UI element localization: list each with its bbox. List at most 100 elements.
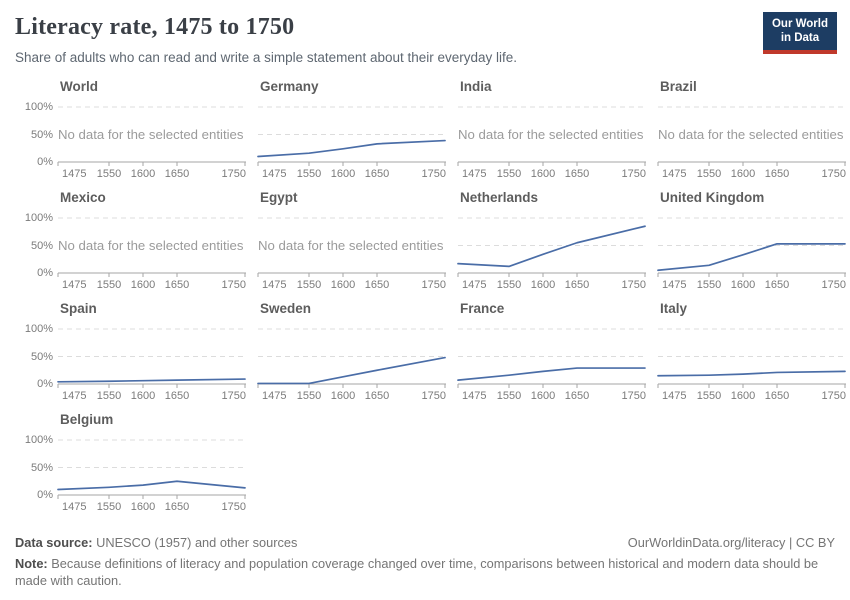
panel-title: Belgium bbox=[60, 412, 114, 427]
no-data-message: No data for the selected entities bbox=[58, 127, 244, 142]
x-axis-tick-label: 1550 bbox=[497, 168, 521, 180]
chart-panel-brazil: Brazil 1475 1550 1600 1650 1750 No data for th… bbox=[657, 79, 847, 189]
x-axis-tick-label: 1650 bbox=[365, 168, 389, 180]
panel-title: Netherlands bbox=[460, 190, 539, 205]
panel-title: Egypt bbox=[260, 190, 298, 205]
y-axis-label: 100% bbox=[24, 212, 53, 224]
chart-panel-india: India 1475 1550 1600 1650 1750 No data for the… bbox=[457, 79, 647, 189]
panel-title: Sweden bbox=[260, 301, 312, 316]
y-axis-label: 0% bbox=[37, 267, 53, 279]
y-axis-label: 50% bbox=[30, 461, 53, 474]
panel-plot: 1475 1550 1600 1650 1750 No data for the sele… bbox=[257, 217, 446, 291]
panel-title: India bbox=[460, 79, 492, 94]
x-axis-tick-label: 1600 bbox=[731, 168, 755, 180]
x-axis-tick-label: 1475 bbox=[662, 279, 686, 291]
x-axis-tick-label: 1600 bbox=[331, 390, 355, 402]
chart-subtitle: Share of adults who can read and write a… bbox=[15, 50, 518, 65]
note-text: Because definitions of literacy and popu… bbox=[15, 556, 819, 588]
x-axis-tick-label: 1475 bbox=[262, 390, 286, 402]
small-multiples-grid: World 100% 50% 0% 1475 1550 1600 1650 1750 No dat… bbox=[25, 79, 850, 522]
chart-panel-belgium: Belgium 100% 50% 0% 1475 1550 1600 1650 1750 bbox=[25, 412, 247, 522]
panel-title: Spain bbox=[60, 301, 97, 316]
chart-panel-italy: Italy 1475 1550 1600 1650 1750 bbox=[657, 301, 847, 411]
x-axis-tick-label: 1550 bbox=[97, 390, 121, 402]
x-axis-tick-label: 1600 bbox=[131, 501, 155, 513]
x-axis-tick-label: 1600 bbox=[731, 279, 755, 291]
x-axis-tick-label: 1600 bbox=[531, 168, 555, 180]
panel-title: World bbox=[60, 79, 98, 94]
x-axis-tick-label: 1750 bbox=[422, 390, 446, 402]
data-source-text: UNESCO (1957) and other sources bbox=[96, 535, 298, 550]
x-axis-tick-label: 1475 bbox=[62, 390, 86, 402]
no-data-message: No data for the selected entities bbox=[258, 238, 444, 253]
x-axis-tick-label: 1750 bbox=[222, 279, 246, 291]
x-axis-tick-label: 1750 bbox=[622, 279, 646, 291]
owid-logo-line1: Our World bbox=[771, 18, 828, 30]
chart-panel-world: World 100% 50% 0% 1475 1550 1600 1650 1750 No dat… bbox=[25, 79, 247, 189]
no-data-message: No data for the selected entities bbox=[58, 238, 244, 253]
panel-title: France bbox=[460, 301, 505, 316]
panel-plot: 1475 1550 1600 1650 1750 bbox=[657, 328, 846, 402]
y-axis-label: 50% bbox=[30, 239, 53, 252]
owid-logo[interactable]: Our World in Data bbox=[762, 12, 837, 54]
data-line-italy bbox=[657, 370, 846, 377]
x-axis-tick-label: 1650 bbox=[765, 279, 789, 291]
x-axis-tick-label: 1750 bbox=[622, 390, 646, 402]
y-axis-label: 0% bbox=[37, 378, 53, 390]
x-axis-tick-label: 1550 bbox=[97, 501, 121, 513]
panel-plot: 1475 1550 1600 1650 1750 No data for the sele… bbox=[657, 106, 846, 180]
chart-panel-egypt: Egypt 1475 1550 1600 1650 1750 No data for the… bbox=[257, 190, 447, 300]
no-data-message: No data for the selected entities bbox=[658, 127, 844, 142]
panel-plot: 1475 1550 1600 1650 1750 bbox=[257, 106, 446, 180]
x-axis-tick-label: 1650 bbox=[765, 390, 789, 402]
x-axis-tick-label: 1650 bbox=[365, 279, 389, 291]
data-line-belgium bbox=[57, 480, 246, 491]
x-axis-tick-label: 1650 bbox=[165, 501, 189, 513]
panel-plot: 1475 1550 1600 1650 1750 bbox=[457, 328, 646, 402]
x-axis-tick-label: 1475 bbox=[462, 279, 486, 291]
y-axis-label: 100% bbox=[24, 101, 53, 113]
page-title: Literacy rate, 1475 to 1750 bbox=[15, 14, 295, 40]
x-axis-tick-label: 1550 bbox=[697, 390, 721, 402]
panel-plot: 1475 1550 1600 1650 1750 bbox=[257, 328, 446, 402]
y-axis-label: 50% bbox=[30, 350, 53, 363]
x-axis-tick-label: 1550 bbox=[697, 279, 721, 291]
y-axis-label: 0% bbox=[37, 156, 53, 168]
x-axis-tick-label: 1750 bbox=[222, 501, 246, 513]
chart-panel-netherlands: Netherlands 1475 1550 1600 1650 1750 bbox=[457, 190, 647, 300]
x-axis-tick-label: 1650 bbox=[565, 390, 589, 402]
x-axis-tick-label: 1475 bbox=[662, 168, 686, 180]
panel-plot: 1475 1550 1600 1650 1750 No data for the sele… bbox=[57, 106, 246, 180]
x-axis-tick-label: 1600 bbox=[731, 390, 755, 402]
data-line-sweden bbox=[257, 356, 446, 385]
x-axis-tick-label: 1475 bbox=[262, 279, 286, 291]
x-axis-tick-label: 1650 bbox=[765, 168, 789, 180]
x-axis-tick-label: 1475 bbox=[62, 279, 86, 291]
x-axis-tick-label: 1750 bbox=[822, 390, 846, 402]
x-axis-tick-label: 1600 bbox=[131, 279, 155, 291]
x-axis-tick-label: 1650 bbox=[165, 168, 189, 180]
data-line-france bbox=[457, 367, 646, 382]
x-axis-tick-label: 1475 bbox=[462, 168, 486, 180]
x-axis-tick-label: 1650 bbox=[565, 168, 589, 180]
data-line-spain bbox=[57, 378, 246, 383]
data-line-united-kingdom bbox=[657, 242, 846, 272]
x-axis-tick-label: 1550 bbox=[97, 168, 121, 180]
panel-plot: 1475 1550 1600 1650 1750 No data for the sele… bbox=[457, 106, 646, 180]
x-axis-tick-label: 1600 bbox=[531, 390, 555, 402]
panel-plot: 1475 1550 1600 1650 1750 bbox=[457, 217, 646, 291]
chart-panel-united-kingdom: United Kingdom 1475 1550 1600 1650 1750 bbox=[657, 190, 847, 300]
chart-panel-france: France 1475 1550 1600 1650 1750 bbox=[457, 301, 647, 411]
panel-plot: 1475 1550 1600 1650 1750 bbox=[57, 439, 246, 513]
x-axis-tick-label: 1650 bbox=[365, 390, 389, 402]
data-line-germany bbox=[257, 139, 446, 158]
chart-note: Note: Because definitions of literacy an… bbox=[15, 556, 835, 590]
data-source: Data source: UNESCO (1957) and other sou… bbox=[15, 535, 297, 550]
x-axis-tick-label: 1650 bbox=[165, 279, 189, 291]
y-axis-label: 0% bbox=[37, 489, 53, 501]
x-axis-tick-label: 1475 bbox=[462, 390, 486, 402]
panel-plot: 1475 1550 1600 1650 1750 bbox=[57, 328, 246, 402]
panel-plot: 1475 1550 1600 1650 1750 bbox=[657, 217, 846, 291]
owid-logo-line2: in Data bbox=[780, 32, 820, 45]
attribution-link[interactable]: OurWorldinData.org/literacy | CC BY bbox=[627, 535, 835, 550]
